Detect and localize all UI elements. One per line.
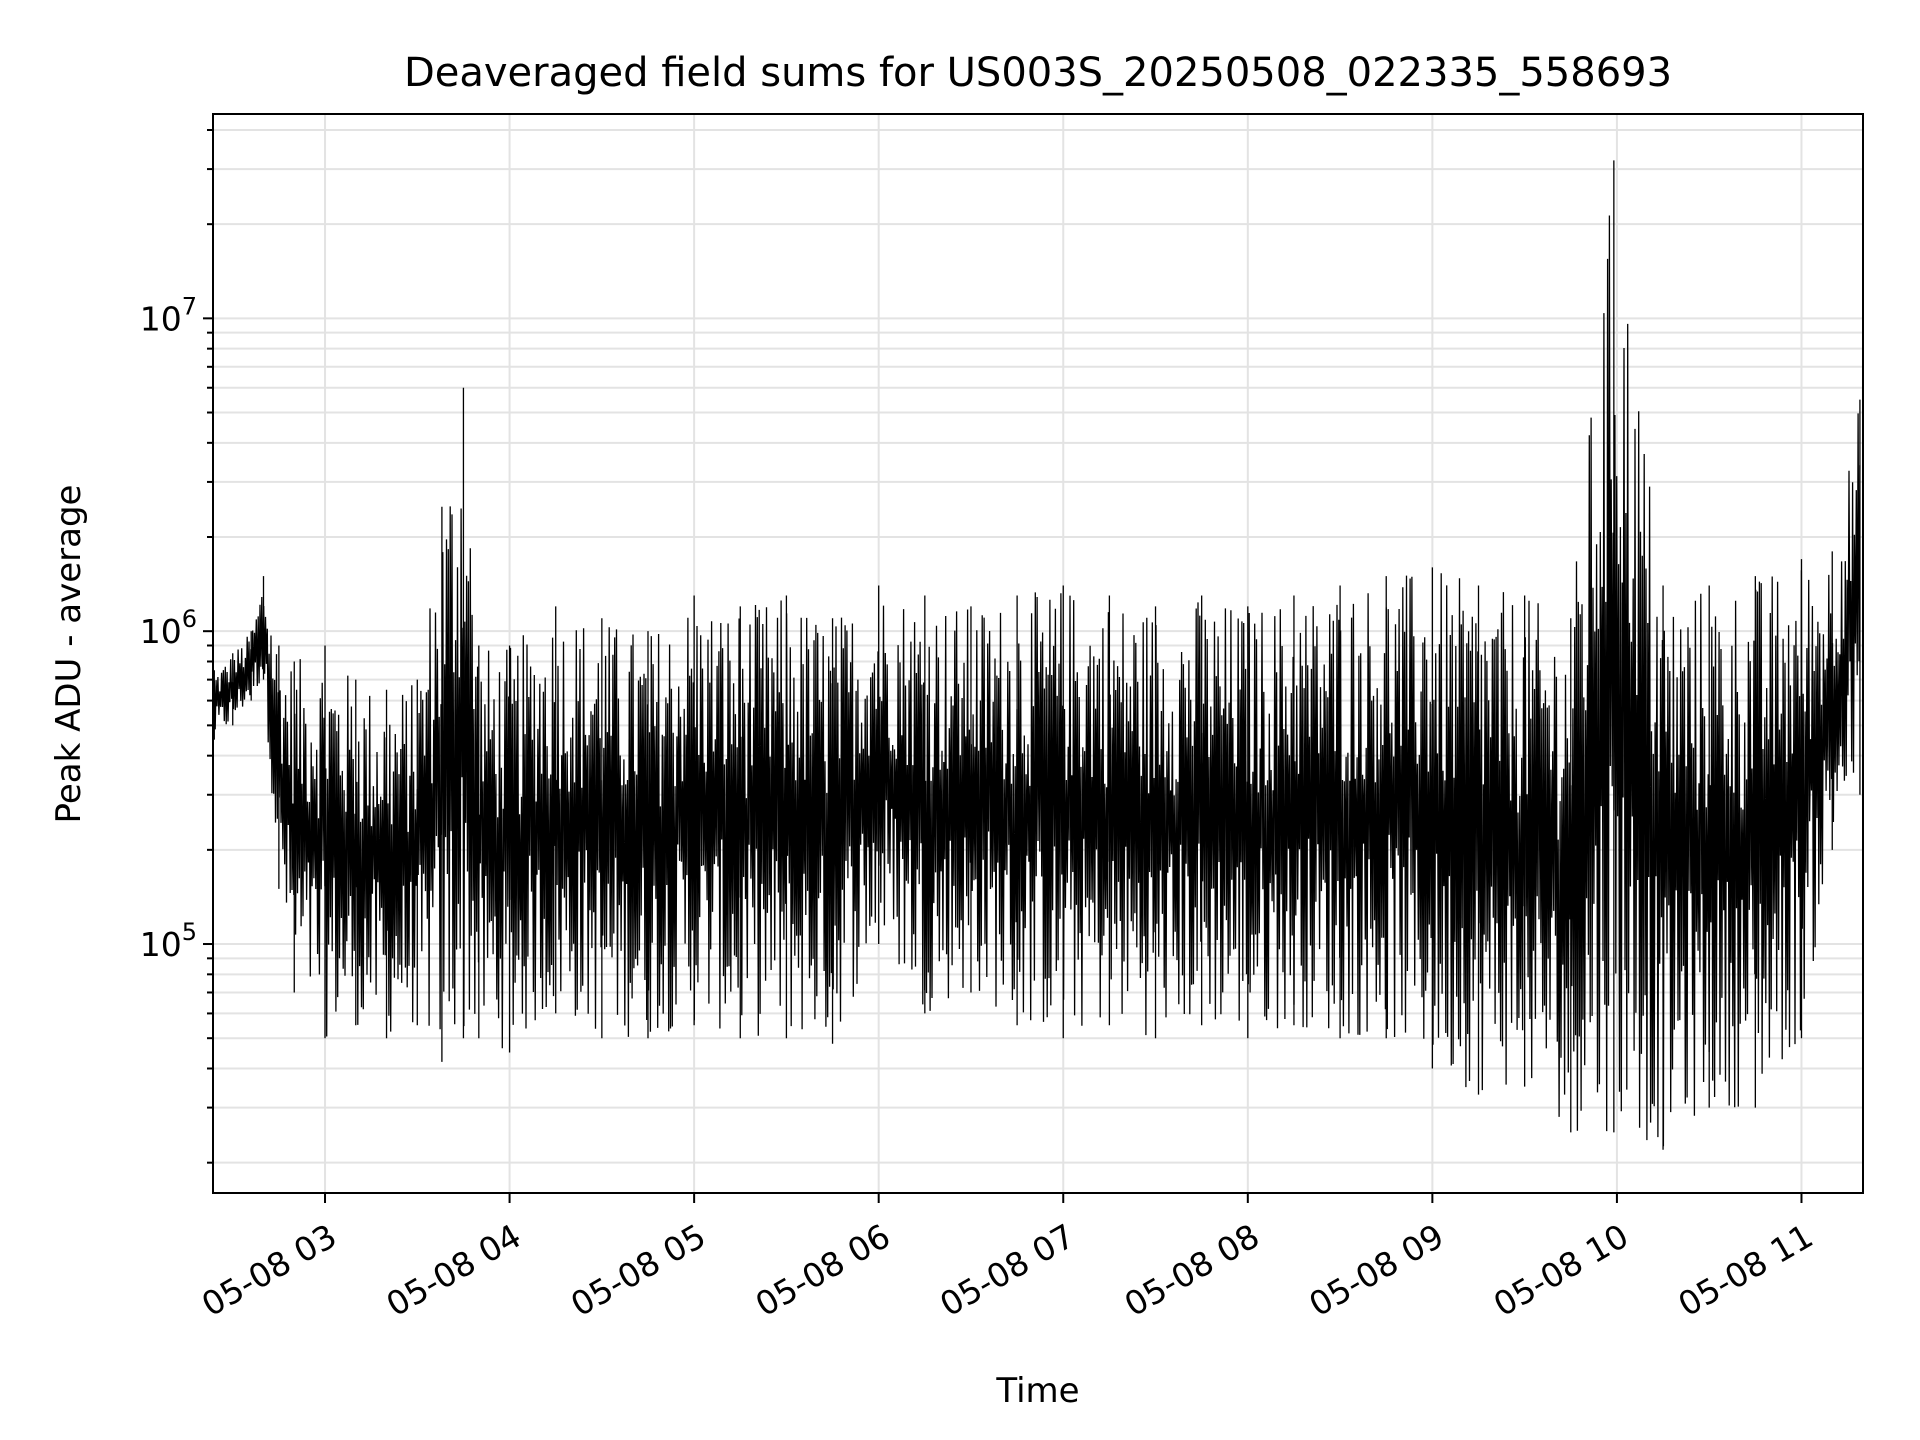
x-axis-label: Time xyxy=(995,1371,1079,1411)
chart-title: Deaveraged field sums for US003S_2025050… xyxy=(404,50,1672,96)
y-axis: 105 106 107 xyxy=(140,129,213,1164)
plot-frame xyxy=(212,113,1864,1194)
y-tick-label: 106 xyxy=(140,605,197,651)
y-tick-label: 105 xyxy=(140,918,197,964)
x-tick-label: 05-08 04 xyxy=(380,1216,528,1324)
x-tick-label: 05-08 09 xyxy=(1302,1216,1450,1324)
x-tick-label: 05-08 10 xyxy=(1487,1216,1635,1324)
y-axis-label: Peak ADU - average xyxy=(49,485,89,824)
x-tick-label: 05-08 05 xyxy=(564,1216,712,1324)
x-axis: 05-08 03 05-08 04 05-08 05 05-08 06 05-08 07… xyxy=(195,1193,1819,1324)
data-line-group xyxy=(213,160,1861,1150)
y-tick-label: 107 xyxy=(140,292,197,338)
data-line xyxy=(213,215,1861,1147)
x-tick-label: 05-08 11 xyxy=(1671,1216,1819,1324)
x-tick-label: 05-08 07 xyxy=(933,1216,1081,1324)
x-tick-label: 05-08 03 xyxy=(195,1216,343,1324)
x-tick-label: 05-08 08 xyxy=(1118,1216,1266,1324)
x-tick-label: 05-08 06 xyxy=(749,1216,897,1324)
